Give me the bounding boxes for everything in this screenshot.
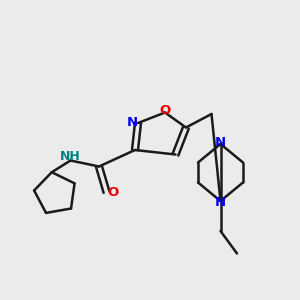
Text: N: N (215, 136, 226, 149)
Text: N: N (127, 116, 138, 129)
Text: O: O (107, 185, 118, 199)
Text: N: N (215, 196, 226, 209)
Text: O: O (159, 104, 171, 117)
Text: NH: NH (59, 150, 80, 164)
